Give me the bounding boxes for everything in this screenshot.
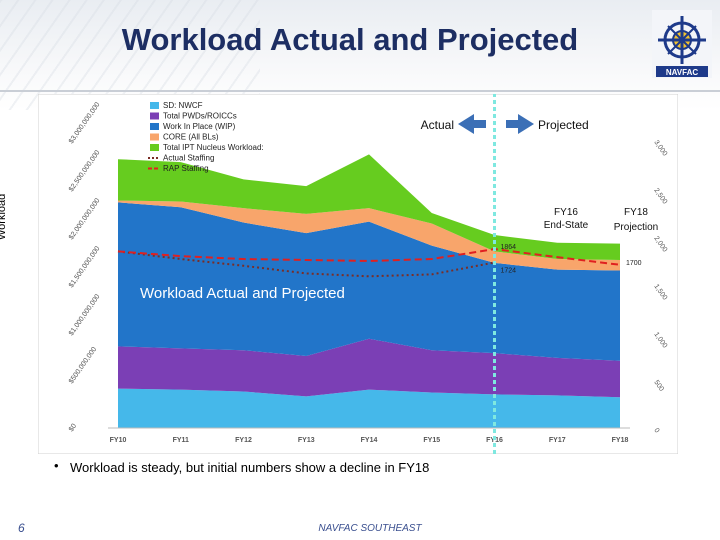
point-label: 1700	[626, 260, 642, 267]
bullet-text: Workload is steady, but initial numbers …	[70, 460, 430, 475]
bullet-marker: •	[54, 458, 59, 473]
y-left-tick-label: $0	[68, 423, 78, 433]
legend-swatch	[150, 112, 159, 120]
x-tick-label: FY15	[423, 437, 440, 444]
line-rap-staffing	[117, 248, 621, 266]
x-axis-group: FY10 FY11 FY12 FY13 FY14 FY15 FY16 FY17 FY18	[108, 427, 630, 444]
chart-annotations: Actual Projected FY16 End-State FY18 Pro…	[140, 86, 658, 456]
y-right-tick-label: 0	[652, 427, 660, 434]
line-actual-staffing	[117, 250, 495, 278]
page-number: 6	[18, 521, 25, 535]
x-tick-label: FY17	[549, 437, 566, 444]
x-tick-label: FY13	[298, 437, 315, 444]
fy16-sublabel: End-State	[544, 220, 589, 231]
y-axis-title: Workload	[0, 193, 8, 240]
actual-label: Actual	[421, 118, 454, 132]
navfac-logo: NAVFAC	[652, 10, 712, 78]
legend-swatch	[150, 123, 159, 130]
actual-arrow	[458, 114, 486, 134]
legend-label: RAP Staffing	[163, 164, 209, 173]
slide-title: Workload Actual and Projected	[121, 22, 579, 57]
header-rule	[0, 90, 720, 92]
logo-label: NAVFAC	[666, 68, 699, 77]
projected-label: Projected	[538, 118, 589, 132]
x-tick-label: FY11	[173, 437, 189, 444]
footer-text: NAVFAC SOUTHEAST	[318, 523, 422, 534]
chart-container: $0 $500,000,000 $1,000,000,000 $1,500,000,0…	[37, 86, 679, 456]
x-tick-label: FY10	[110, 437, 127, 444]
legend-swatch	[150, 102, 159, 109]
legend-label: CORE (All BLs)	[163, 133, 219, 142]
legend-label: SD: NWCF	[163, 101, 203, 110]
projected-arrow	[506, 114, 534, 134]
x-tick-label: FY18	[612, 437, 629, 444]
workload-area-chart: $0$500,000,000$1,000,000,000$1,500,000,0…	[37, 86, 679, 456]
chart-inner-title: Workload Actual and Projected	[140, 285, 345, 302]
area-core-all-bls	[118, 200, 620, 271]
area-total-ipt-nucleus-workload	[118, 154, 620, 260]
point-labels-group: 1864 1724 1700	[501, 244, 642, 274]
legend-label: Total IPT Nucleus Workload:	[163, 143, 264, 152]
point-label: 1864	[501, 244, 517, 251]
legend-label: Work In Place (WIP)	[163, 122, 236, 131]
legend-swatch	[150, 133, 159, 141]
staffing-lines-group	[117, 248, 621, 278]
legend-label: Total PWDs/ROICCs	[163, 112, 237, 121]
area-work-in-place-wip	[118, 202, 620, 361]
fy18-label: FY18	[624, 207, 648, 218]
point-label: 1724	[501, 267, 517, 274]
x-tick-label: FY12	[235, 437, 252, 444]
fy18-sublabel: Projection	[614, 222, 658, 233]
x-tick-label: FY14	[361, 437, 378, 444]
legend-swatch	[150, 144, 159, 151]
legend-label: Actual Staffing	[163, 154, 214, 163]
x-tick-label: FY16	[486, 437, 503, 444]
fy16-label: FY16	[554, 207, 578, 218]
